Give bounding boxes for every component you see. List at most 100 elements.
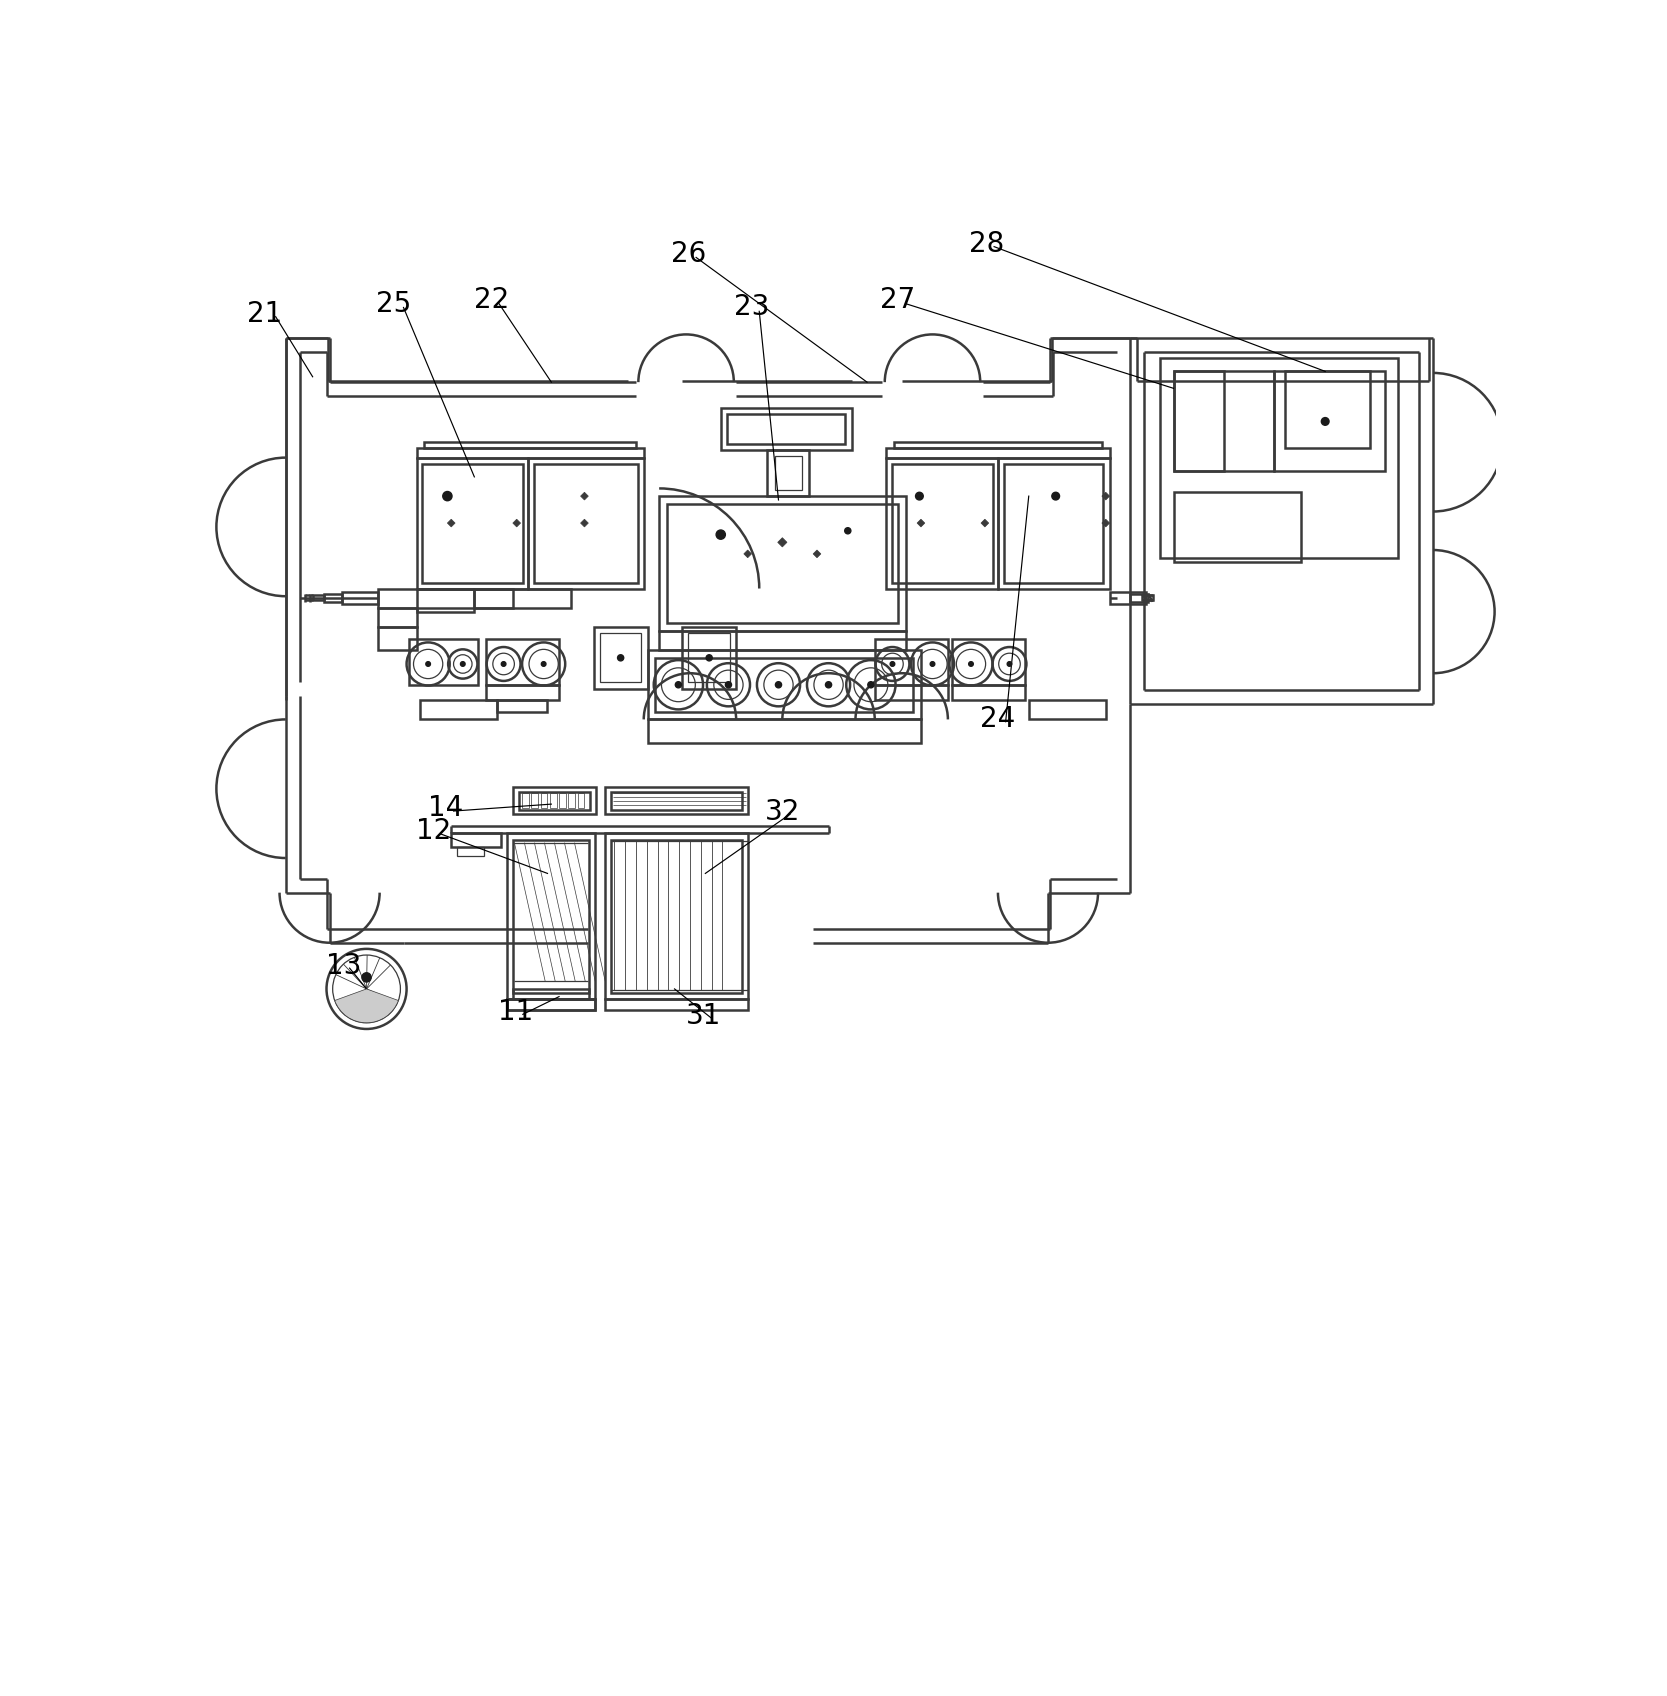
Bar <box>518 792 590 809</box>
Circle shape <box>930 661 935 667</box>
Circle shape <box>825 682 832 689</box>
Bar <box>892 463 994 583</box>
Bar <box>647 719 920 743</box>
Bar <box>647 650 920 719</box>
Bar <box>605 833 748 999</box>
Bar <box>425 443 637 448</box>
Circle shape <box>425 661 430 667</box>
Bar <box>507 833 595 999</box>
Bar <box>1285 371 1370 448</box>
Bar <box>682 628 737 689</box>
Bar <box>952 639 1025 685</box>
Bar <box>605 999 748 1011</box>
Circle shape <box>869 682 874 689</box>
Bar <box>497 700 547 712</box>
Bar <box>342 592 378 604</box>
Bar <box>323 594 342 602</box>
Bar <box>600 633 642 682</box>
Circle shape <box>775 682 782 689</box>
Text: 32: 32 <box>765 797 800 826</box>
Bar <box>378 607 417 628</box>
Text: 14: 14 <box>428 794 463 823</box>
Circle shape <box>617 655 623 661</box>
Bar <box>475 589 513 607</box>
Bar <box>593 628 647 689</box>
Polygon shape <box>580 492 588 500</box>
Bar <box>1274 371 1385 471</box>
Bar <box>1174 492 1300 561</box>
Text: 26: 26 <box>670 239 707 268</box>
Bar <box>550 794 557 807</box>
Bar <box>875 639 949 685</box>
Circle shape <box>969 661 974 667</box>
Circle shape <box>707 655 712 661</box>
Bar <box>558 794 567 807</box>
Bar <box>1142 595 1154 600</box>
Bar <box>605 787 748 814</box>
Bar <box>532 794 538 807</box>
Polygon shape <box>980 519 989 527</box>
Bar <box>612 840 742 992</box>
Bar <box>417 458 528 589</box>
Bar <box>313 595 323 600</box>
Circle shape <box>542 661 547 667</box>
Circle shape <box>362 974 372 982</box>
Text: 24: 24 <box>980 706 1015 733</box>
Polygon shape <box>447 519 455 527</box>
Bar <box>999 458 1110 589</box>
Text: 31: 31 <box>687 1002 722 1029</box>
Bar <box>727 414 845 444</box>
Bar <box>507 999 595 1011</box>
Bar <box>658 497 905 631</box>
Bar <box>1174 371 1224 471</box>
Bar <box>767 449 808 497</box>
Bar <box>1160 358 1399 558</box>
Text: 25: 25 <box>375 290 412 317</box>
Bar <box>1110 592 1145 604</box>
Bar <box>1029 700 1105 719</box>
Circle shape <box>675 682 682 689</box>
Text: 21: 21 <box>247 300 282 327</box>
Bar <box>658 631 905 650</box>
Bar <box>655 658 914 712</box>
Bar <box>528 458 643 589</box>
Circle shape <box>725 682 732 689</box>
Circle shape <box>845 527 850 534</box>
Bar <box>535 463 637 583</box>
Bar <box>513 840 588 992</box>
Bar <box>507 999 595 1011</box>
Bar <box>667 504 899 622</box>
Bar <box>378 589 570 607</box>
Polygon shape <box>1102 519 1110 527</box>
Bar <box>513 787 597 814</box>
Bar <box>540 794 547 807</box>
Text: 23: 23 <box>733 293 768 322</box>
Bar <box>417 448 643 458</box>
Polygon shape <box>1102 492 1110 500</box>
Circle shape <box>1007 661 1012 667</box>
Bar <box>612 792 742 809</box>
Circle shape <box>460 661 465 667</box>
Bar <box>887 458 999 589</box>
Polygon shape <box>917 519 925 527</box>
Circle shape <box>890 661 895 667</box>
Bar <box>420 700 497 719</box>
Bar <box>457 848 485 856</box>
Circle shape <box>717 529 725 539</box>
Polygon shape <box>580 519 588 527</box>
Bar <box>775 456 802 490</box>
Bar <box>952 685 1025 700</box>
Bar <box>422 463 523 583</box>
Polygon shape <box>778 538 787 546</box>
Bar <box>720 407 852 449</box>
Bar <box>1174 371 1274 471</box>
Bar <box>378 628 417 650</box>
Bar <box>887 448 1110 458</box>
Polygon shape <box>813 550 820 558</box>
Circle shape <box>502 661 505 667</box>
Bar <box>568 794 575 807</box>
Bar <box>417 589 475 612</box>
Text: 13: 13 <box>325 951 362 980</box>
Bar <box>875 685 949 700</box>
Bar <box>522 794 528 807</box>
